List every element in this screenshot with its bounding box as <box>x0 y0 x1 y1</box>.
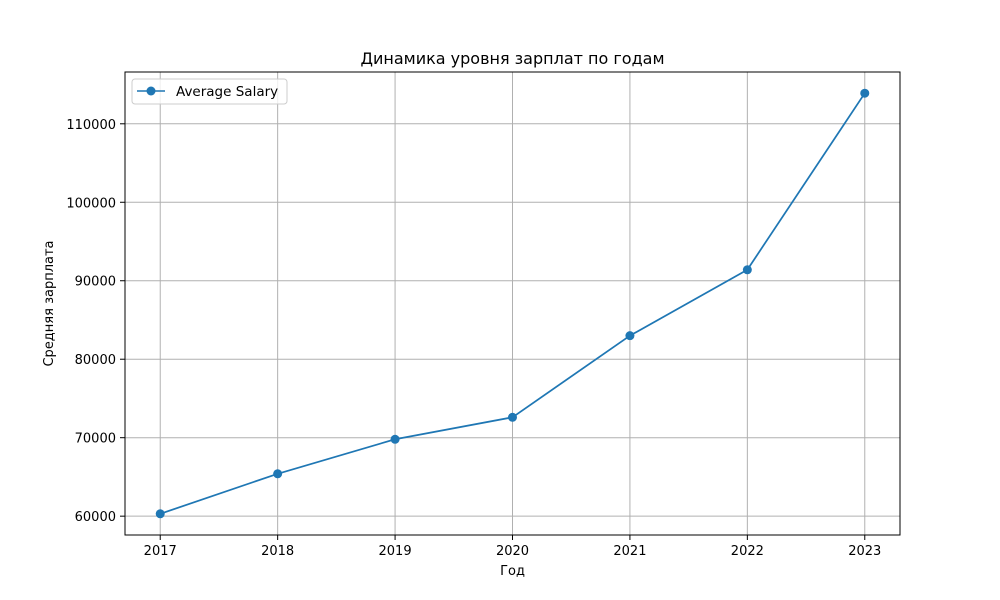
y-tick-label: 60000 <box>75 510 116 525</box>
x-tick-label: 2023 <box>848 544 881 559</box>
x-tick-label: 2020 <box>496 544 529 559</box>
legend-marker-swatch <box>146 86 156 96</box>
x-tick-label: 2018 <box>261 544 294 559</box>
data-point <box>155 509 165 519</box>
y-tick-label: 110000 <box>66 118 116 133</box>
x-tick-label: 2021 <box>613 544 646 559</box>
x-tick-label: 2019 <box>379 544 412 559</box>
x-tick-label: 2017 <box>144 544 177 559</box>
chart-title: Динамика уровня зарплат по годам <box>360 49 664 68</box>
legend: Average Salary <box>131 78 288 105</box>
data-point <box>273 469 283 479</box>
y-axis-label: Средняя зарплата <box>42 240 57 366</box>
y-tick-label: 70000 <box>75 432 116 447</box>
x-axis-label: Год <box>500 564 525 579</box>
y-tick-label: 100000 <box>66 196 116 211</box>
data-point <box>625 331 635 341</box>
data-point <box>508 412 517 422</box>
grid-lines <box>125 72 900 535</box>
legend-frame <box>131 78 288 105</box>
series-layer <box>155 88 870 519</box>
data-point <box>860 88 870 98</box>
data-point <box>390 434 400 444</box>
legend-label: Average Salary <box>176 84 278 100</box>
x-tick-label: 2022 <box>731 544 764 559</box>
y-tick-label: 90000 <box>75 275 116 290</box>
y-tick-label: 80000 <box>75 353 116 368</box>
plot-area-frame <box>124 71 901 536</box>
data-point <box>742 265 752 275</box>
axis-ticks: 2017 2018 2019 2020 2021 2022 2023 60000 70000 80… <box>66 118 881 559</box>
